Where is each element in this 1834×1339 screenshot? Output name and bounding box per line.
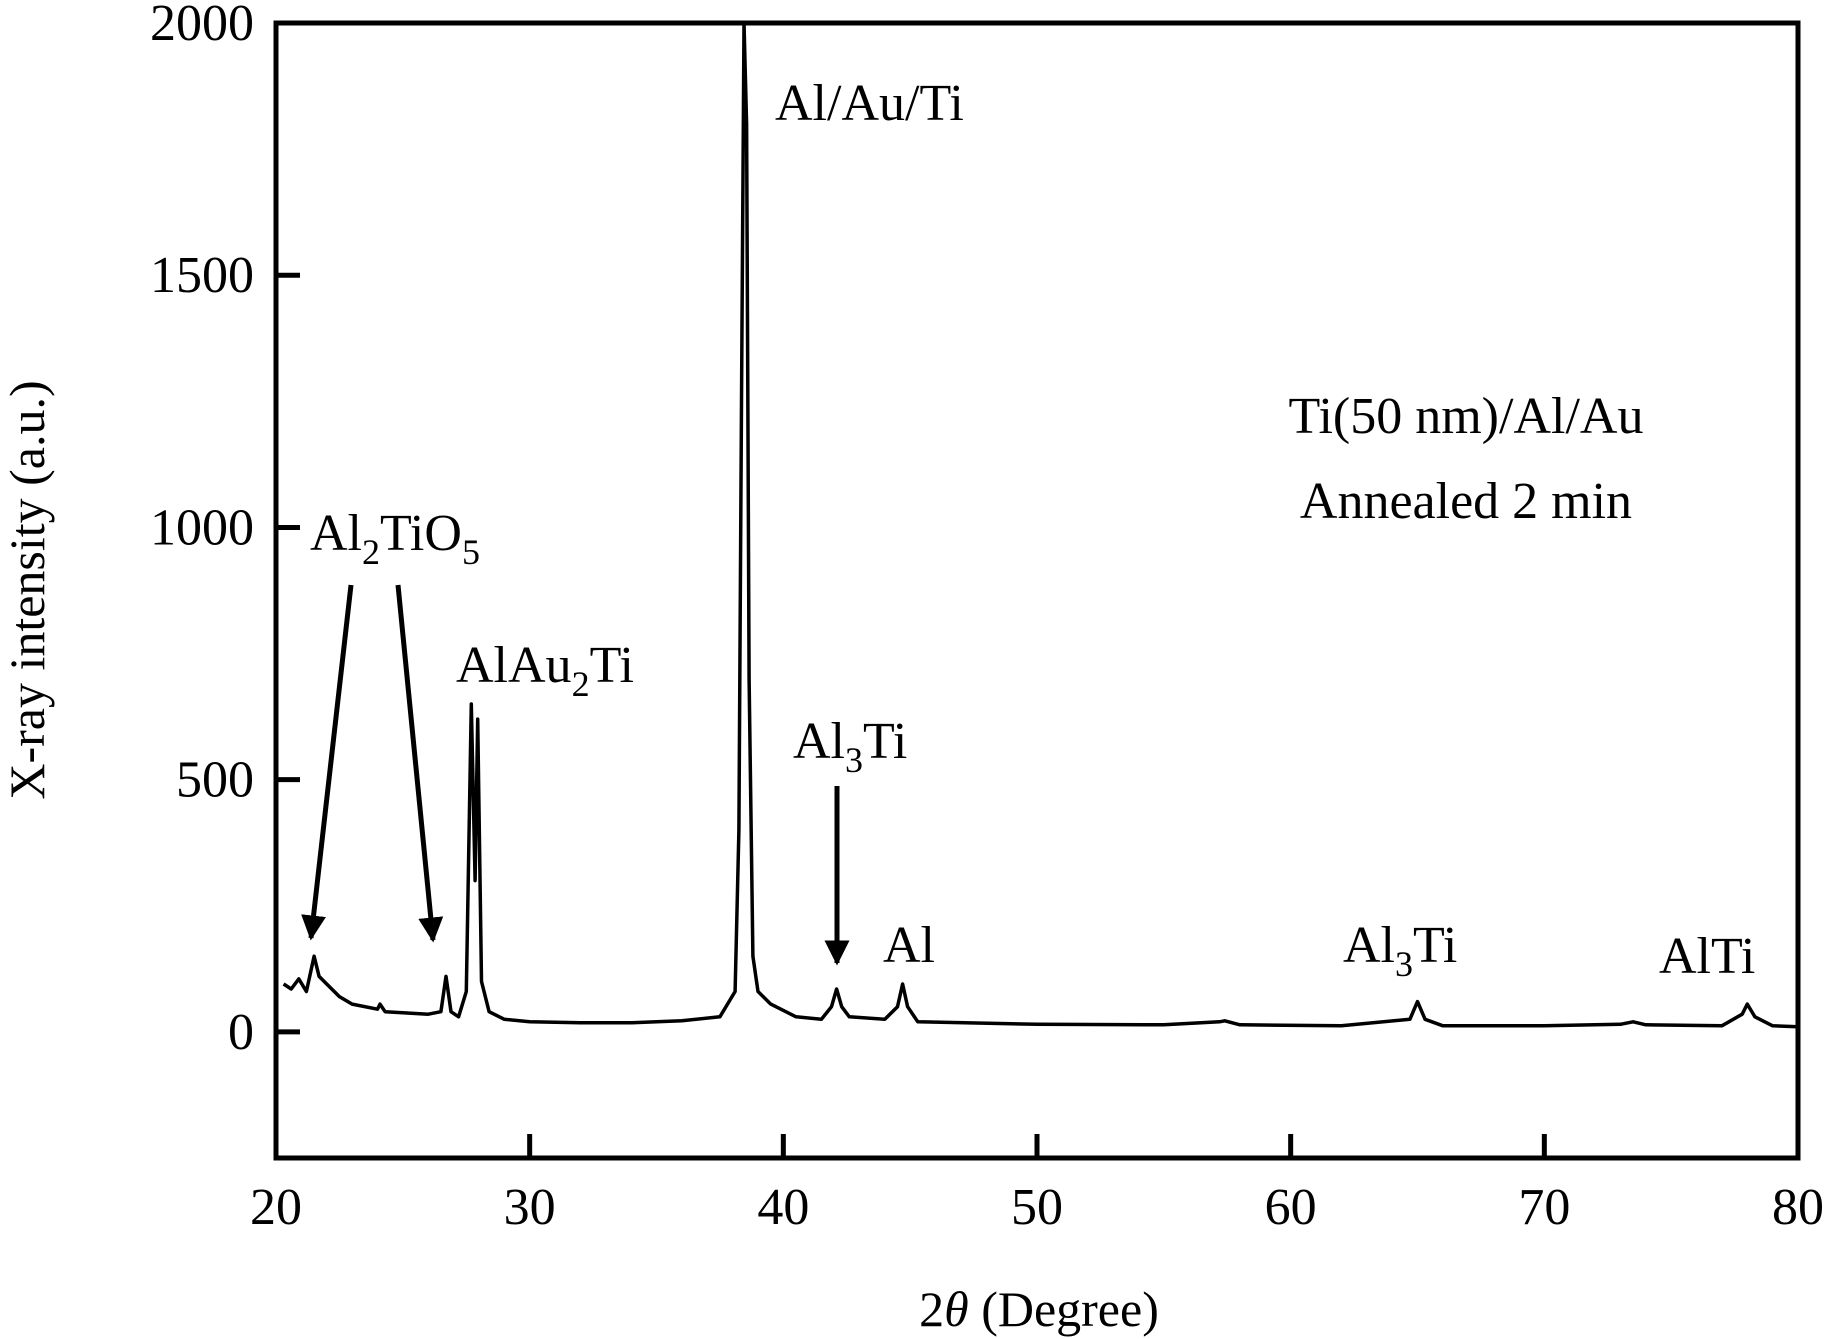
x-tick-label: 40 [757,1179,809,1236]
tick-labels: 0 500 1000 1500 2000 20 30 40 50 60 70 80 [150,0,1824,1236]
x-tick-label: 30 [504,1179,556,1236]
label-al2tio5: Al2TiO5 [310,505,480,572]
y-tick-label: 2000 [150,0,254,52]
x-tick-label: 60 [1265,1179,1317,1236]
x-axis-title: 2θ (Degree) [919,1281,1159,1337]
x-tick-label: 50 [1011,1179,1063,1236]
y-axis-title: X-ray intensity (a.u.) [0,380,55,799]
label-al3ti-65: Al3Ti [1343,917,1457,984]
label-alti-78: AlTi [1659,928,1755,985]
y-tick-label: 500 [176,752,254,809]
x-tick-label: 70 [1518,1179,1570,1236]
label-al-au-ti: Al/Au/Ti [775,75,964,132]
x-tick-label: 20 [250,1179,302,1236]
arrow-al2tio5-left [301,584,354,941]
label-annealed: Annealed 2 min [1300,473,1632,530]
y-tick-label: 1500 [150,247,254,304]
label-al3ti-42: Al3Ti [793,713,907,780]
axis-ticks [273,20,1801,1158]
label-sample: Ti(50 nm)/Al/Au [1289,388,1644,445]
x-tick-label: 80 [1772,1179,1824,1236]
y-tick-label: 0 [228,1004,254,1061]
arrow-al2tio5-right [395,584,444,943]
label-al-45: Al [883,917,935,974]
y-tick-label: 1000 [150,499,254,556]
xrd-spectrum-line [282,21,1799,1029]
plot-frame [273,20,1801,1161]
label-alau2ti: AlAu2Ti [456,637,634,704]
